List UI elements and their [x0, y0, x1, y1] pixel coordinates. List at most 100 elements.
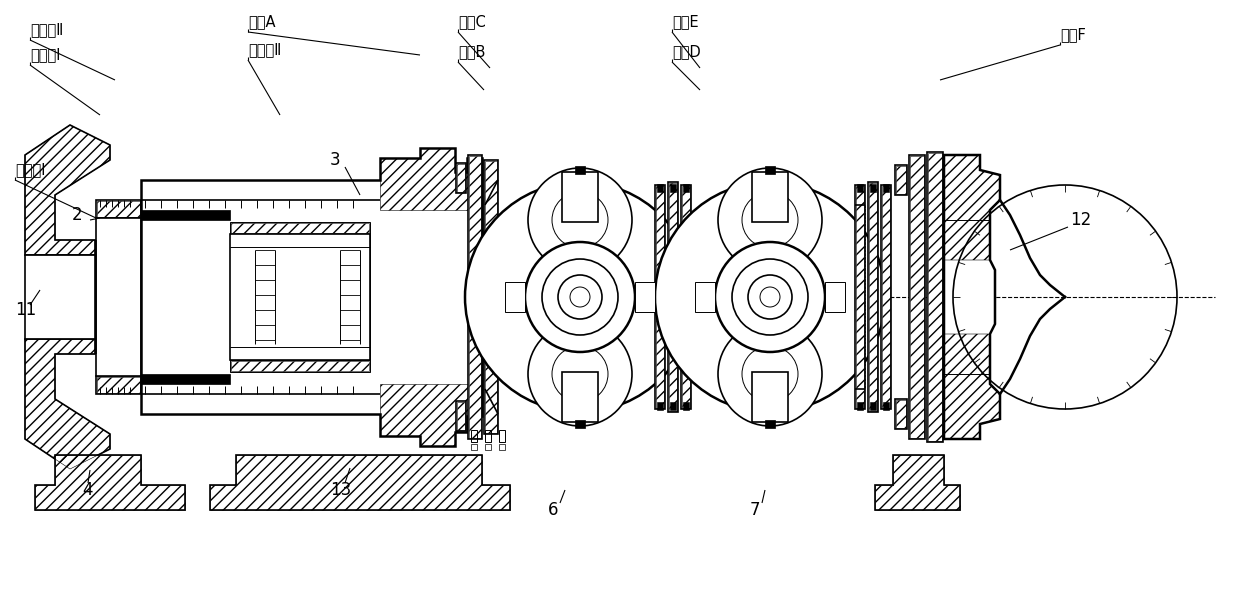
Bar [897, 400, 906, 428]
Bar [883, 402, 889, 410]
Polygon shape [25, 255, 95, 339]
Bar [895, 399, 906, 429]
Bar [928, 153, 942, 441]
Bar [895, 165, 906, 195]
Bar [670, 183, 677, 411]
Bar [870, 184, 875, 192]
Circle shape [552, 192, 608, 248]
Bar [656, 186, 663, 408]
Text: 内花键Ⅰ: 内花键Ⅰ [30, 48, 61, 62]
Bar [870, 402, 875, 410]
Bar [694, 282, 715, 312]
Text: 4: 4 [82, 481, 93, 499]
Circle shape [718, 322, 822, 426]
Bar [883, 184, 889, 192]
Bar [485, 444, 491, 450]
Bar [825, 282, 844, 312]
Bar [657, 402, 663, 410]
Bar [485, 161, 497, 433]
Text: 止口B: 止口B [458, 45, 485, 59]
Bar [95, 376, 141, 394]
Polygon shape [210, 455, 510, 510]
Bar [95, 200, 141, 218]
Text: 3: 3 [330, 151, 341, 169]
Bar [670, 184, 676, 192]
Bar [229, 360, 370, 372]
Bar [857, 184, 863, 192]
Text: 止口A: 止口A [248, 14, 275, 30]
Bar [485, 430, 491, 442]
Polygon shape [35, 455, 185, 510]
Circle shape [742, 192, 799, 248]
Bar [141, 374, 229, 384]
Bar [635, 282, 655, 312]
Bar [670, 402, 676, 410]
Text: 止口F: 止口F [1060, 27, 1086, 43]
Bar [857, 402, 863, 410]
Bar [575, 420, 585, 428]
Polygon shape [25, 125, 110, 255]
Bar [681, 185, 691, 409]
Text: 6: 6 [548, 501, 558, 519]
Bar [657, 184, 663, 192]
Bar [668, 182, 678, 412]
Bar [484, 160, 498, 434]
Text: 2: 2 [72, 206, 83, 224]
Text: 止口C: 止口C [458, 14, 486, 30]
Bar [458, 164, 465, 192]
Circle shape [715, 242, 825, 352]
Polygon shape [141, 148, 482, 446]
Circle shape [732, 259, 808, 335]
Circle shape [528, 168, 632, 272]
Bar [928, 152, 942, 442]
Bar [869, 183, 877, 411]
Bar [562, 172, 598, 222]
Circle shape [528, 322, 632, 426]
Text: 止口E: 止口E [672, 14, 698, 30]
Bar [456, 401, 466, 431]
Circle shape [742, 346, 799, 402]
Bar [229, 222, 370, 234]
Bar [467, 155, 482, 439]
Bar [856, 186, 864, 408]
Text: 12: 12 [1070, 211, 1091, 229]
Circle shape [718, 168, 822, 272]
Bar [765, 166, 775, 174]
Bar [856, 185, 866, 409]
Text: 11: 11 [15, 301, 36, 319]
Bar [683, 402, 689, 410]
Bar [751, 172, 787, 222]
Bar [458, 402, 465, 430]
Polygon shape [25, 339, 110, 469]
Bar [655, 185, 665, 409]
Bar [562, 372, 598, 422]
Bar [471, 444, 477, 450]
Bar [498, 444, 505, 450]
Bar [498, 430, 505, 442]
Bar [765, 420, 775, 428]
Text: 内花键Ⅱ: 内花键Ⅱ [248, 43, 281, 58]
Circle shape [570, 287, 590, 307]
Bar [683, 184, 689, 192]
Text: 7: 7 [750, 501, 760, 519]
Polygon shape [875, 455, 960, 510]
Circle shape [655, 182, 885, 412]
Bar [471, 430, 477, 442]
Bar [575, 166, 585, 174]
Circle shape [748, 275, 792, 319]
Bar [910, 156, 924, 438]
Bar [97, 201, 140, 217]
Bar [141, 210, 229, 220]
Polygon shape [944, 155, 999, 439]
Circle shape [558, 275, 601, 319]
Bar [868, 182, 878, 412]
Circle shape [542, 259, 618, 335]
Circle shape [760, 287, 780, 307]
Text: 外花键Ⅱ: 外花键Ⅱ [30, 23, 63, 37]
Bar [229, 234, 370, 360]
Bar [95, 218, 141, 376]
Bar [505, 282, 525, 312]
Circle shape [465, 182, 694, 412]
Circle shape [525, 242, 635, 352]
Bar [751, 372, 787, 422]
